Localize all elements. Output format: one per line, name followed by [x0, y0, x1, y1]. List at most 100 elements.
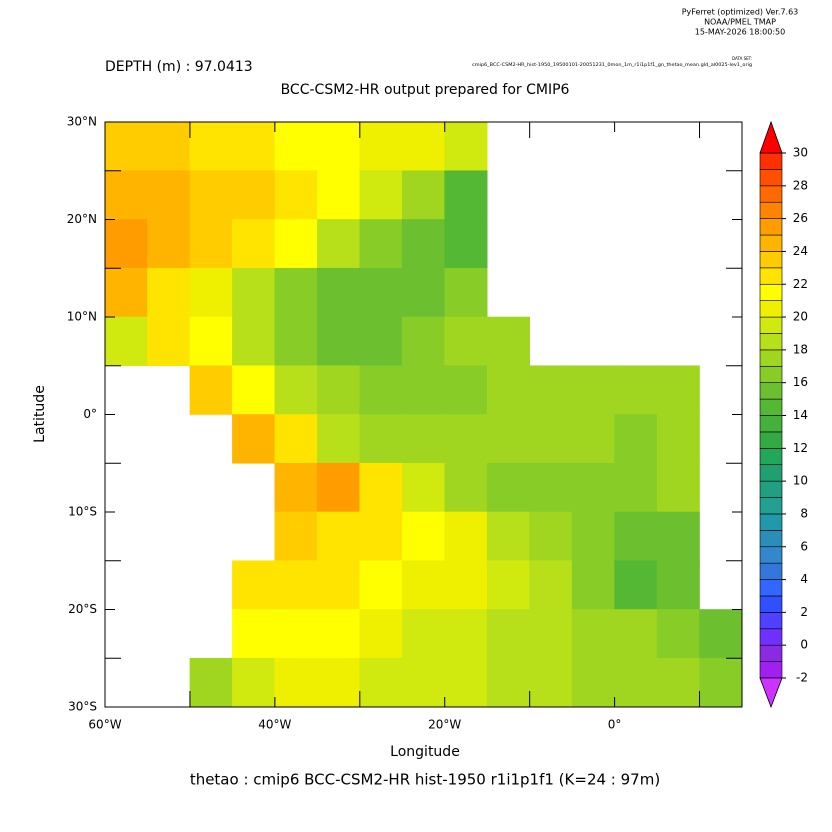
- colorbar-band: [759, 513, 783, 531]
- cell: [614, 560, 658, 610]
- cell: [104, 219, 148, 269]
- cell: [189, 365, 233, 415]
- colorbar-band: [759, 218, 783, 236]
- colorbar-label: 28: [793, 178, 808, 192]
- colorbar-band: [759, 185, 783, 203]
- colorbar-label: 22: [793, 277, 808, 291]
- colorbar-band: [759, 415, 783, 433]
- cell: [571, 365, 615, 415]
- colorbar-band: [759, 595, 783, 613]
- cell: [359, 170, 403, 220]
- cell: [274, 414, 318, 464]
- colorbar-band: [759, 201, 783, 219]
- colorbar-band: [759, 316, 783, 334]
- cell: [274, 170, 318, 220]
- cell: [104, 121, 148, 172]
- colorbar-label: 10: [793, 474, 808, 488]
- cell: [571, 560, 615, 610]
- cell: [189, 657, 233, 708]
- colorbar-band: [759, 612, 783, 630]
- cell: [232, 609, 276, 659]
- colorbar-band: [759, 579, 783, 597]
- cell: [444, 462, 488, 513]
- colorbar-label: 30: [793, 146, 808, 160]
- colorbar-band: [759, 562, 783, 580]
- colorbar-band: [759, 365, 783, 383]
- cell: [317, 609, 361, 659]
- cell: [529, 560, 573, 610]
- colorbar-band: [759, 169, 783, 187]
- cell: [232, 560, 276, 610]
- cell: [401, 316, 446, 367]
- cell: [359, 560, 403, 610]
- dataset: cmip6_BCC-CSM2-HR_hist-1950_19500101-200…: [472, 62, 753, 67]
- cell: [401, 560, 446, 610]
- cell: [614, 609, 658, 659]
- cell: [699, 657, 743, 708]
- cell: [401, 414, 446, 464]
- cell: [274, 365, 318, 415]
- cell: [529, 609, 573, 659]
- colorbar-band: [759, 628, 783, 646]
- cell: [104, 316, 148, 367]
- colorbar-label: 2: [800, 605, 808, 619]
- cell: [699, 609, 743, 659]
- cell: [486, 462, 530, 513]
- cell: [656, 560, 700, 610]
- cell: [317, 511, 361, 562]
- y-tick-label: 20°N: [67, 212, 97, 226]
- cell: [274, 560, 318, 610]
- cell: [147, 170, 191, 220]
- cell: [614, 462, 658, 513]
- cell: [401, 609, 446, 659]
- colorbar-label: -2: [796, 671, 808, 685]
- cell: [571, 657, 615, 708]
- cell: [529, 365, 573, 415]
- cell: [189, 121, 233, 172]
- cell: [232, 414, 276, 464]
- colorbar-label: 6: [800, 539, 808, 553]
- colorbar-band: [759, 234, 783, 252]
- cell: [317, 316, 361, 367]
- colorbar-under: [759, 677, 783, 709]
- cell: [147, 267, 191, 318]
- cell: [444, 365, 488, 415]
- org: NOAA/PMEL TMAP: [704, 18, 776, 27]
- cell: [656, 414, 700, 464]
- cell: [486, 511, 530, 562]
- cell: [486, 316, 530, 367]
- cell: [401, 511, 446, 562]
- cell: [359, 462, 403, 513]
- cell: [359, 365, 403, 415]
- colorbar-band: [759, 546, 783, 564]
- cell: [359, 609, 403, 659]
- cell: [317, 267, 361, 318]
- cell: [401, 657, 446, 708]
- cell: [656, 609, 700, 659]
- cell: [401, 170, 446, 220]
- footer: thetao : cmip6 BCC-CSM2-HR hist-1950 r1i…: [190, 771, 660, 789]
- cell: [614, 365, 658, 415]
- cell: [614, 511, 658, 562]
- cell: [486, 657, 530, 708]
- colorbar-label: 12: [793, 441, 808, 455]
- colorbar-band: [759, 644, 783, 662]
- y-axis-label: Latitude: [32, 385, 48, 443]
- x-axis-label: Longitude: [390, 744, 460, 760]
- cell: [401, 121, 446, 172]
- cell: [147, 316, 191, 367]
- cell: [232, 365, 276, 415]
- cell: [317, 121, 361, 172]
- y-tick-label: 30°N: [67, 115, 97, 129]
- cell: [317, 462, 361, 513]
- colorbar-band: [759, 333, 783, 351]
- colorbar-band: [759, 251, 783, 269]
- colorbar-band: [759, 530, 783, 548]
- cell: [274, 462, 318, 513]
- y-tick-label: 10°N: [67, 310, 97, 324]
- cell: [444, 609, 488, 659]
- cell: [232, 657, 276, 708]
- cell: [401, 267, 446, 318]
- cell: [189, 316, 233, 367]
- cell: [486, 365, 530, 415]
